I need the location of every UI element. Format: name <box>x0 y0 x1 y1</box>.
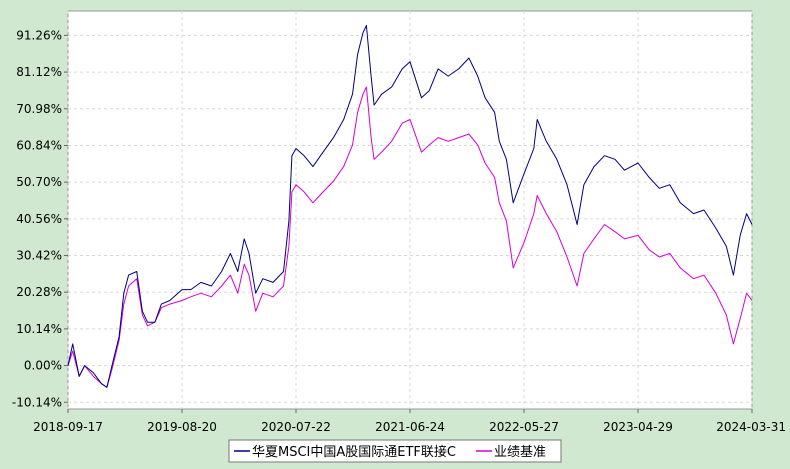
x-tick-label: 2019-08-20 <box>147 420 217 434</box>
x-tick-label: 2020-07-22 <box>261 420 331 434</box>
y-axis: 91.26% 81.12% 70.98% 60.84% 50.70% 40.56% 30.4… <box>12 28 68 409</box>
y-tick-label: 10.14% <box>16 322 62 336</box>
y-tick-label: 70.98% <box>16 102 62 116</box>
x-tick-label: 2022-05-27 <box>489 420 559 434</box>
x-tick-label: 2021-06-24 <box>375 420 445 434</box>
grid-lines <box>67 11 753 409</box>
y-tick-label: 40.56% <box>16 212 62 226</box>
y-tick-label: 91.26% <box>16 28 62 42</box>
x-axis: 2018-09-17 2019-08-20 2020-07-22 2021-06-24… <box>33 409 786 434</box>
legend-box <box>228 439 562 463</box>
y-tick-label: 20.28% <box>16 285 62 299</box>
x-tick-label: 2024-03-31 <box>716 420 786 434</box>
x-tick-label: 2023-04-29 <box>603 420 673 434</box>
y-tick-label: 30.42% <box>16 249 62 263</box>
series-layer <box>67 25 753 388</box>
y-tick-label: 60.84% <box>16 138 62 152</box>
legend-label-fund: 华夏MSCI中国A股国际通ETF联接C <box>252 444 456 460</box>
y-tick-label: 0.00% <box>24 359 62 373</box>
y-tick-label: 50.70% <box>16 175 62 189</box>
series-line-fund <box>67 25 753 388</box>
x-tick-label: 2018-09-17 <box>33 420 103 434</box>
legend: 华夏MSCI中国A股国际通ETF联接C 业绩基准 <box>228 439 562 463</box>
legend-label-benchmark: 业绩基准 <box>494 445 546 460</box>
y-tick-label: -10.14% <box>12 395 62 409</box>
y-tick-label: 81.12% <box>16 65 62 79</box>
